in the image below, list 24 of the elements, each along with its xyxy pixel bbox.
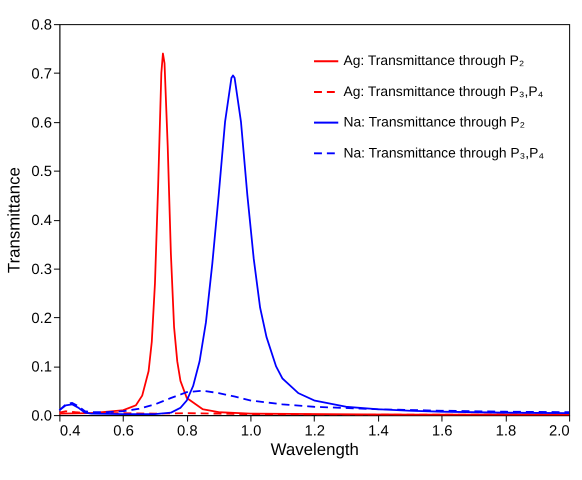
- y-tick-label: 0.5: [31, 164, 52, 180]
- legend-label: Na: Transmittance through P₂: [343, 114, 526, 130]
- y-tick-label: 0.3: [31, 262, 52, 278]
- x-tick-label: 1.2: [304, 423, 326, 440]
- legend-label: Ag: Transmittance through P₃,P₄: [343, 82, 544, 99]
- y-tick-label: 0.7: [31, 66, 52, 82]
- legend-label: Ag: Transmittance through P₂: [343, 52, 524, 68]
- y-tick-label: 0.1: [31, 360, 52, 376]
- x-tick-label: 1.6: [432, 423, 453, 440]
- y-axis-title: Transmittance: [4, 167, 24, 274]
- y-tick-label: 0.8: [31, 18, 52, 34]
- x-tick-label: 0.4: [60, 423, 81, 440]
- x-tick-label: 2.0: [549, 423, 570, 440]
- y-tick-label: 0.0: [31, 408, 52, 425]
- y-tick-label: 0.6: [31, 115, 52, 132]
- x-tick-label: 0.6: [113, 423, 134, 440]
- x-tick-label: 1.0: [240, 423, 262, 440]
- y-tick-label: 0.4: [31, 213, 52, 230]
- x-tick-label: 1.4: [368, 423, 389, 440]
- x-tick-label: 0.8: [177, 423, 198, 440]
- y-tick-label: 0.2: [31, 310, 52, 327]
- x-axis-title: Wavelength: [270, 440, 359, 460]
- legend-label: Na: Transmittance through P₃,P₄: [343, 144, 544, 160]
- x-tick-label: 1.8: [496, 423, 516, 440]
